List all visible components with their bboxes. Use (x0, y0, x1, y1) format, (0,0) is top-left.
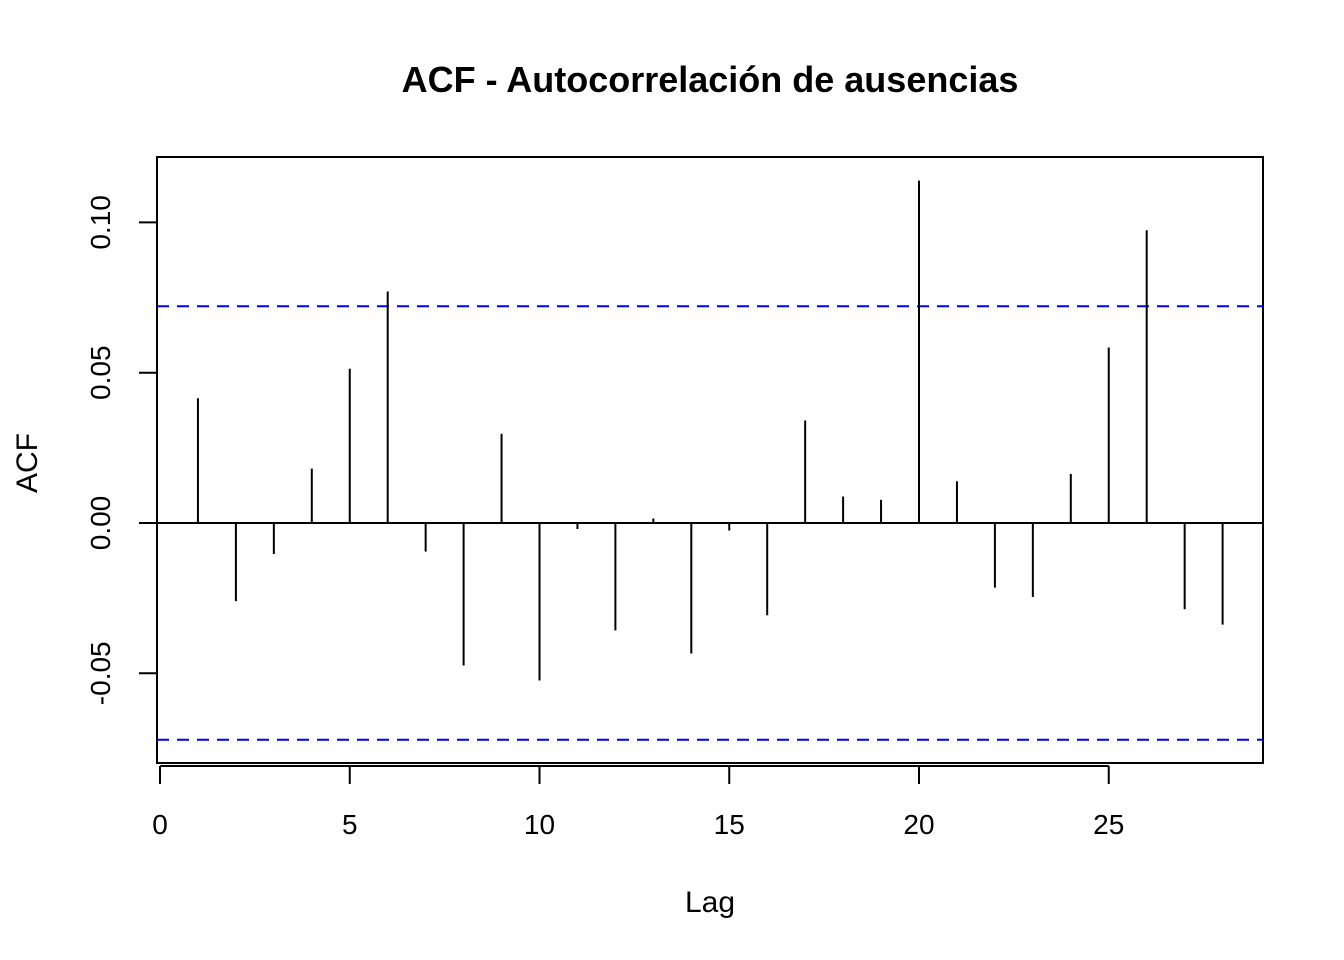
x-tick-label: 15 (714, 809, 745, 840)
x-tick-label: 5 (342, 809, 358, 840)
y-axis-label: ACF (11, 433, 44, 493)
plot-area (157, 180, 1263, 741)
x-tick-label: 20 (903, 809, 934, 840)
x-tick-label: 0 (152, 809, 168, 840)
x-axis-label: Lag (685, 886, 735, 919)
plot-frame (156, 156, 1264, 764)
chart-title: ACF - Autocorrelación de ausencias (402, 59, 1019, 100)
y-tick-label: 0.10 (85, 195, 116, 250)
y-tick-label: 0.05 (85, 345, 116, 400)
y-tick-label: 0.00 (85, 496, 116, 551)
x-tick-label: 25 (1093, 809, 1124, 840)
y-axis: -0.05 0.00 0.05 0.10 (85, 195, 158, 705)
y-tick-label: -0.05 (85, 641, 116, 705)
x-axis: 0 5 10 15 20 25 (152, 765, 1124, 840)
x-tick-label: 10 (524, 809, 555, 840)
